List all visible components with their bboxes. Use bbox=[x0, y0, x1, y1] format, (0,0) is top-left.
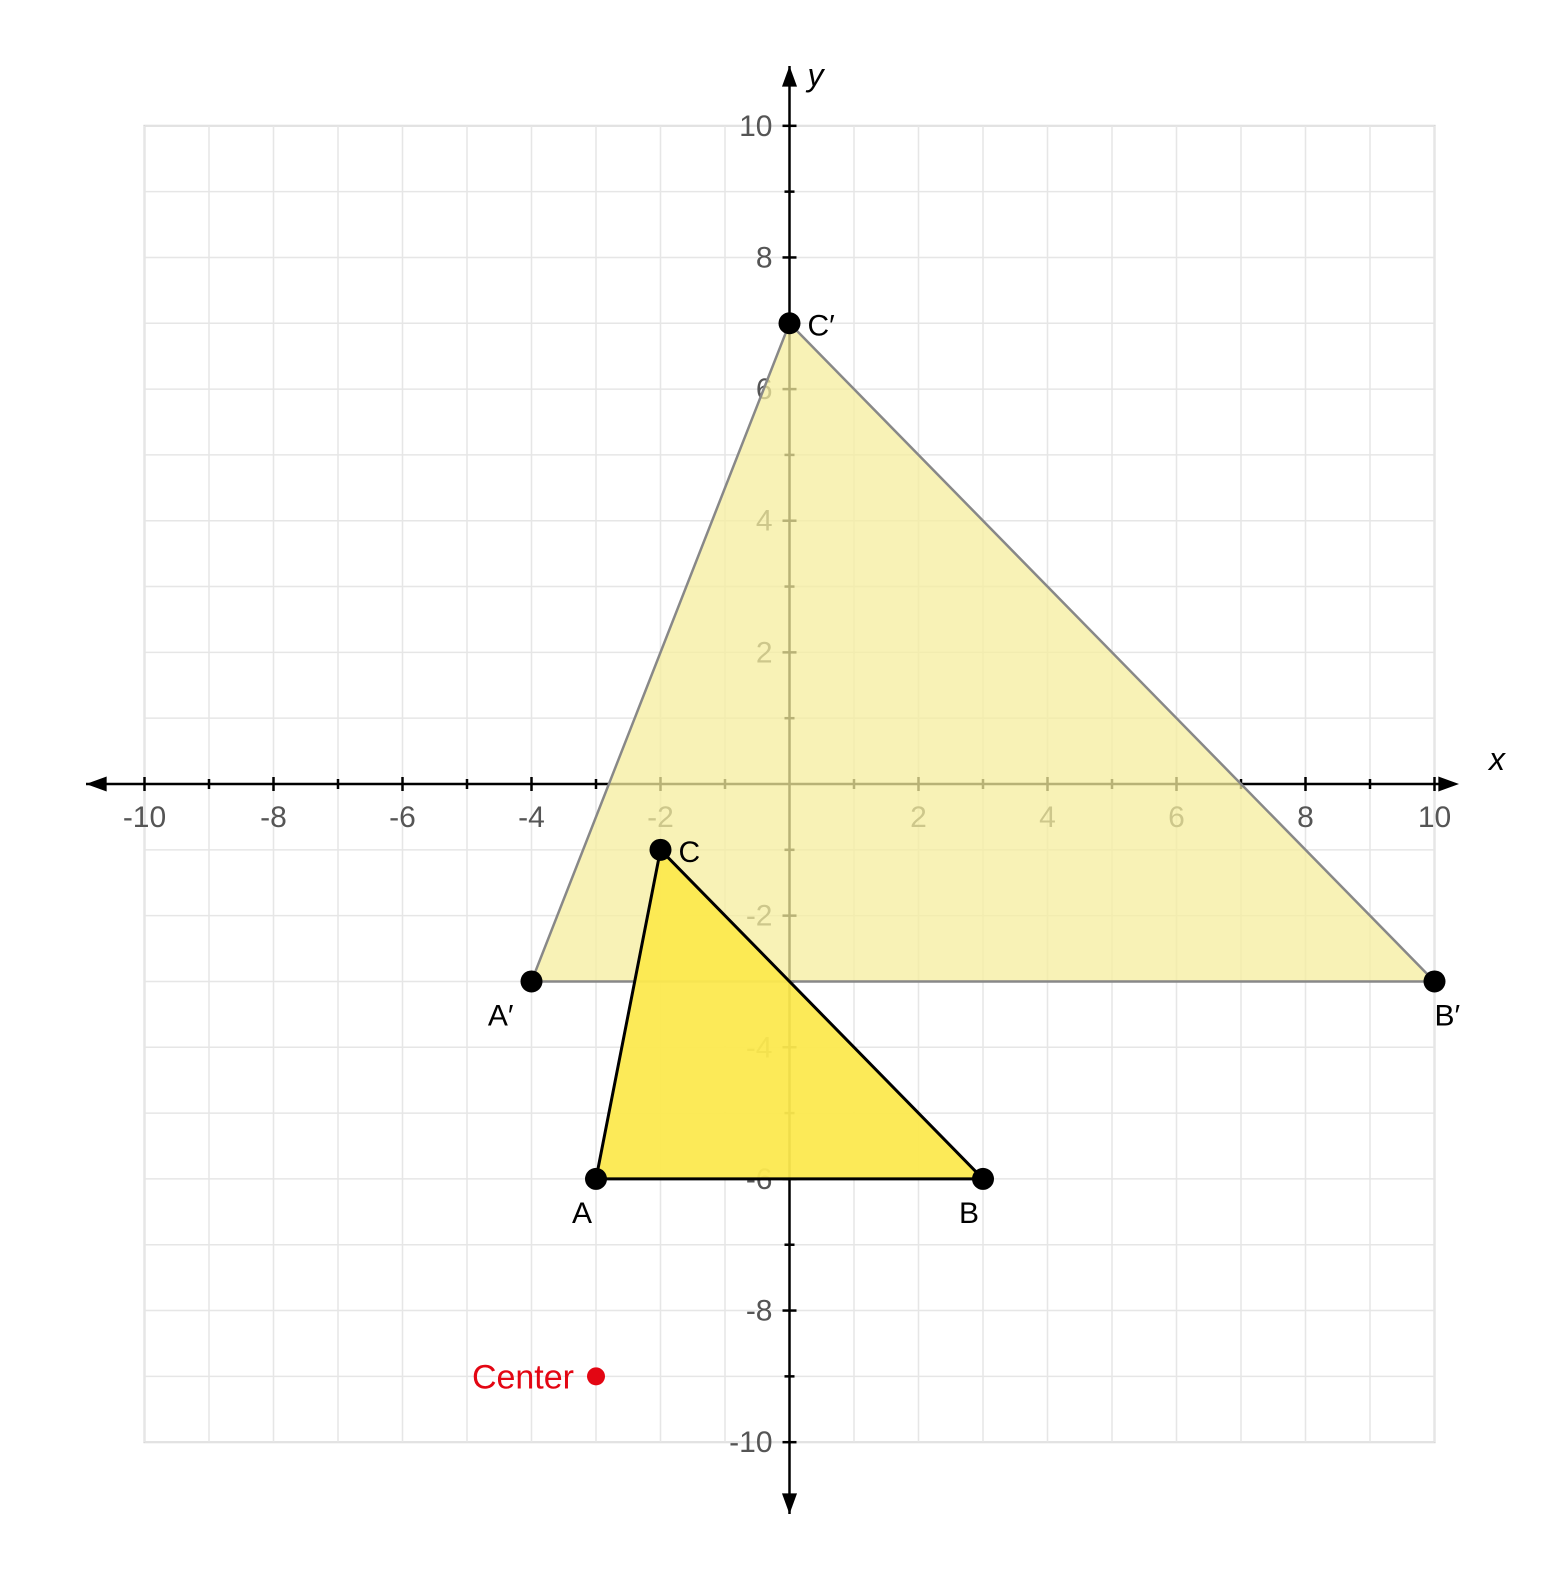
center-label: Center bbox=[472, 1358, 574, 1396]
vertex-C bbox=[650, 839, 672, 861]
vertex-label: B′ bbox=[1435, 999, 1461, 1032]
y-tick-label: 10 bbox=[739, 110, 772, 143]
x-tick-label: -10 bbox=[123, 801, 166, 834]
vertex-Aprime bbox=[521, 970, 543, 992]
y-tick-label: 8 bbox=[756, 241, 773, 274]
vertex-Cprime bbox=[779, 312, 801, 334]
vertex-label: C′ bbox=[808, 309, 836, 342]
y-tick-label: -10 bbox=[729, 1426, 772, 1459]
x-tick-label: -4 bbox=[518, 801, 545, 834]
y-tick-label: -8 bbox=[746, 1295, 773, 1328]
coordinate-chart: -10-8-6-4-2246810-10-8-6-4-2246810A′B′C′… bbox=[20, 20, 1539, 1568]
x-tick-label: -6 bbox=[389, 801, 416, 834]
vertex-label: B bbox=[959, 1197, 979, 1230]
y-axis-label: y bbox=[806, 57, 826, 93]
vertex-label: A bbox=[572, 1197, 592, 1230]
vertex-label: C bbox=[679, 836, 701, 869]
vertex-Bprime bbox=[1424, 970, 1446, 992]
x-axis-label: x bbox=[1487, 741, 1506, 777]
vertex-B bbox=[972, 1168, 994, 1190]
x-tick-label: 8 bbox=[1297, 801, 1314, 834]
x-tick-label: -8 bbox=[260, 801, 287, 834]
vertex-label: A′ bbox=[488, 999, 514, 1032]
x-tick-label: 10 bbox=[1418, 801, 1451, 834]
vertex-A bbox=[585, 1168, 607, 1190]
center-point bbox=[587, 1367, 605, 1385]
